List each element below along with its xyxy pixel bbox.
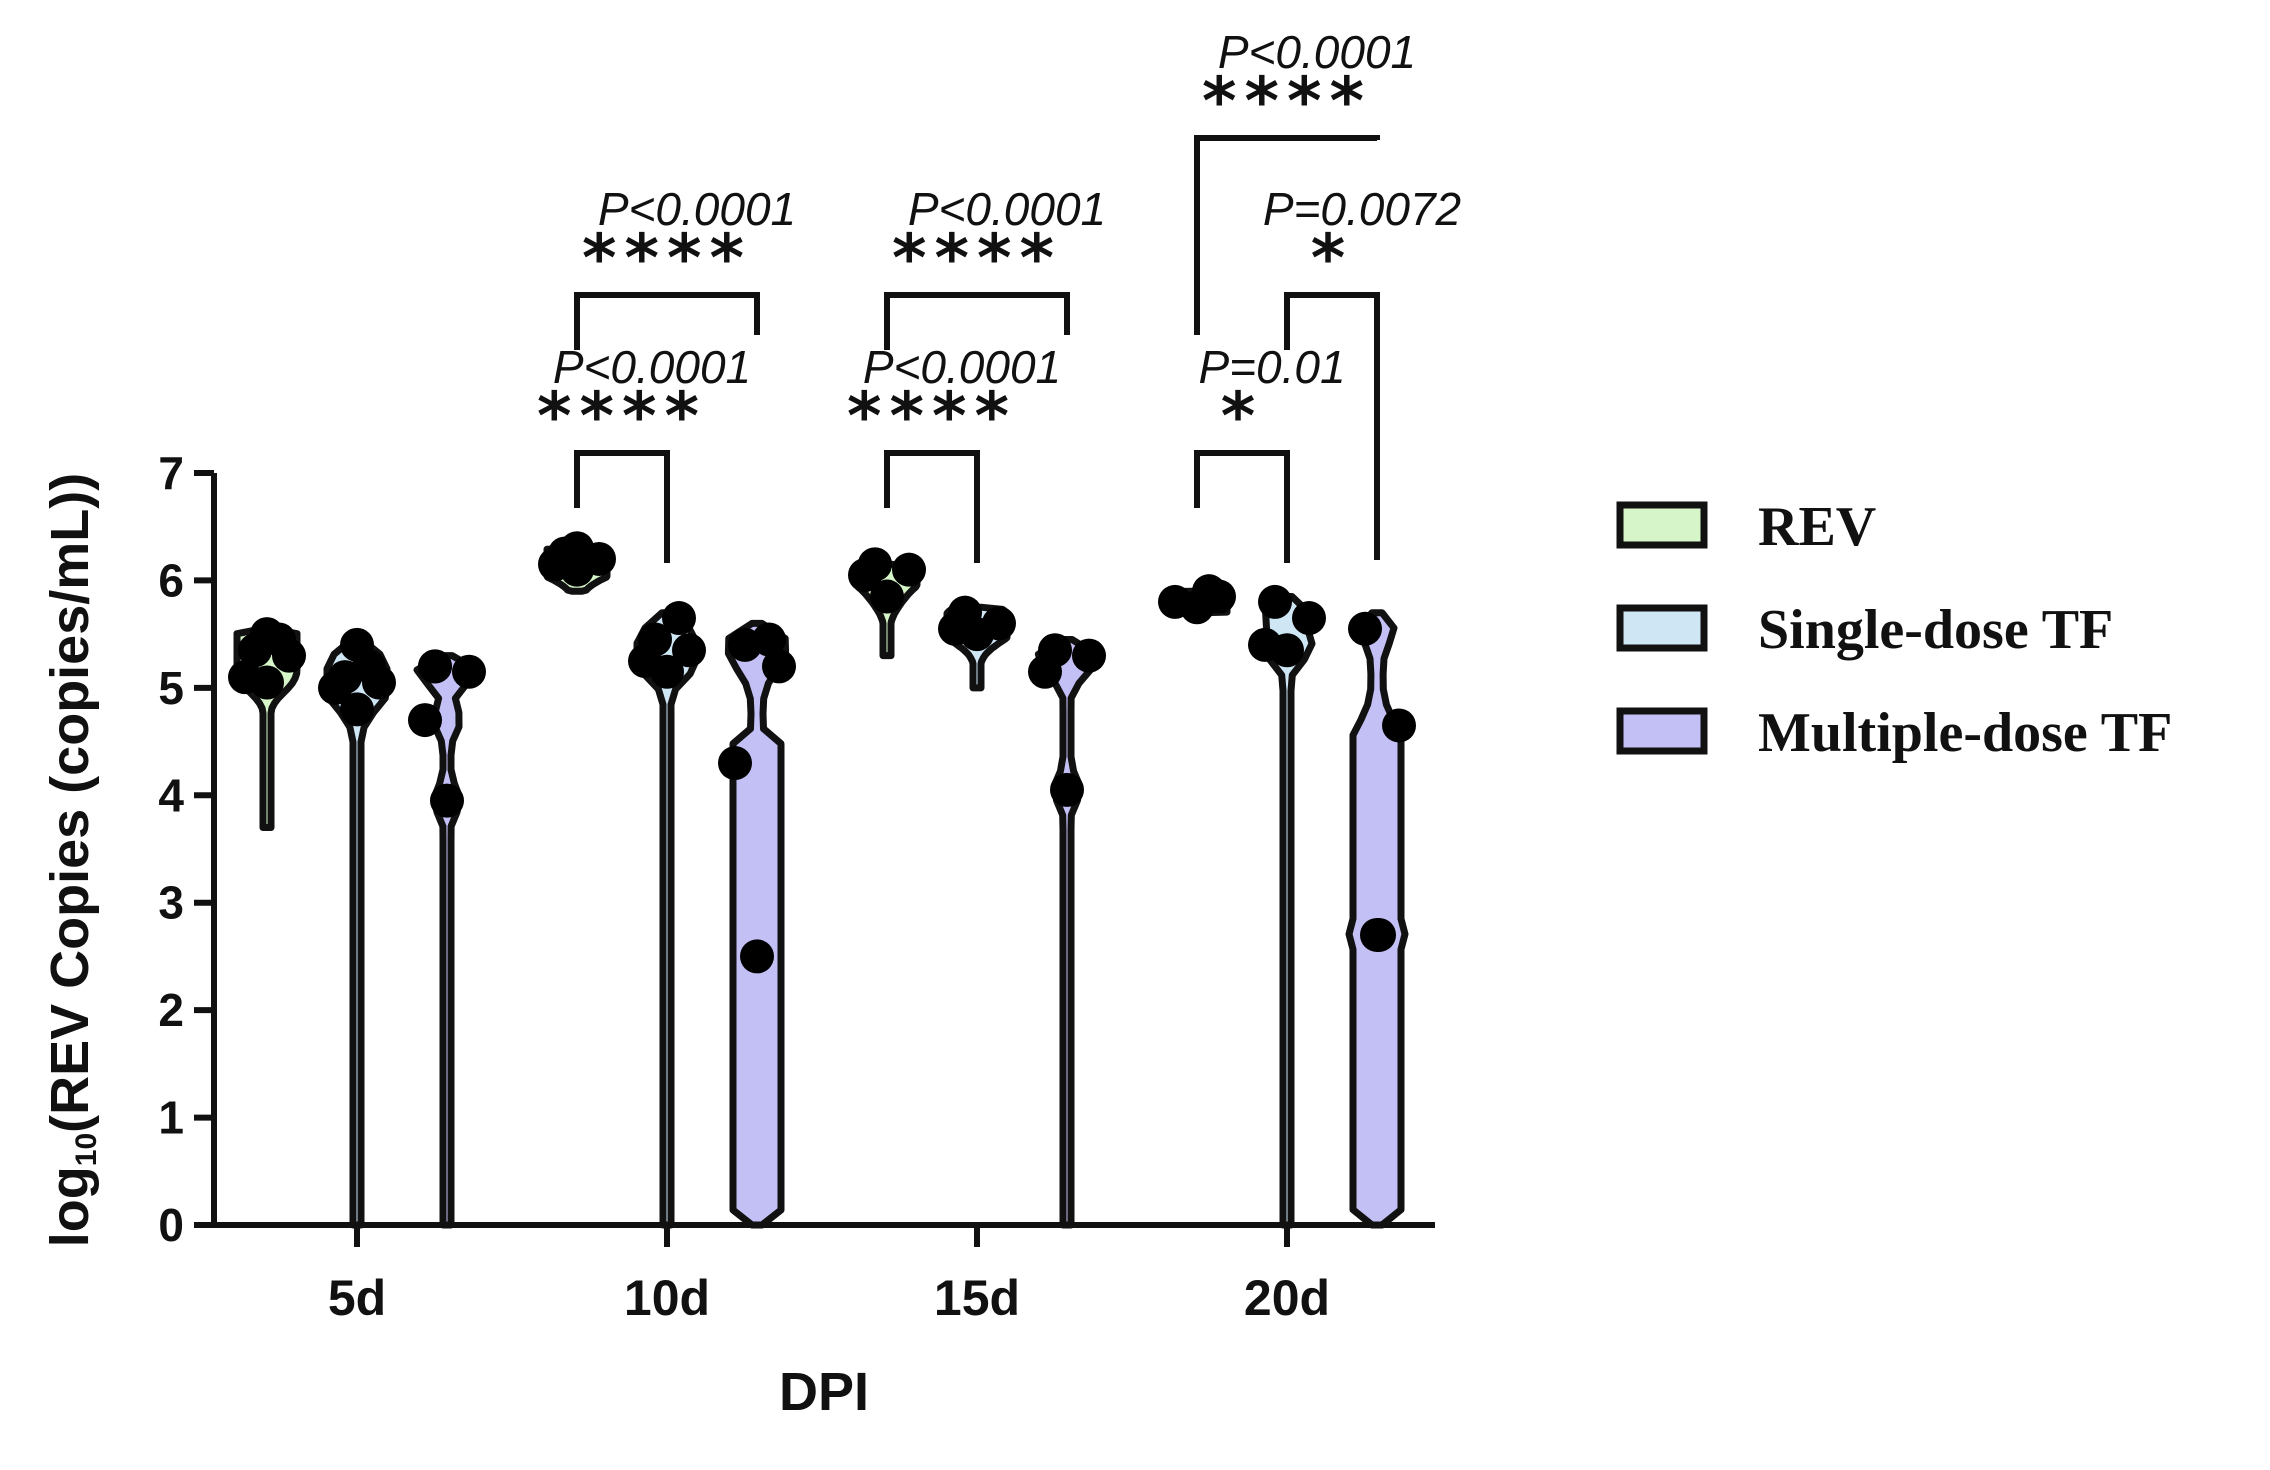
legend-label: Single-dose TF [1758, 599, 2113, 661]
data-point [1072, 638, 1106, 673]
x-tick-label: 15d [934, 1270, 1020, 1326]
y-axis-title-prefix: log [40, 1166, 100, 1247]
significance-stars: * [1221, 378, 1264, 455]
violin [413, 652, 481, 1229]
p-value-label: P<0.0001 [863, 341, 1061, 393]
x-tick-label: 5d [328, 1270, 386, 1326]
y-ticks: 0 1 2 3 4 5 6 7 [158, 447, 214, 1251]
y-tick-label: 3 [158, 877, 184, 929]
y-tick-label: 7 [158, 447, 184, 499]
axes: 0 1 2 3 4 5 6 7 5d 10d 15d 20d log10(REV Copies (c… [40, 447, 1435, 1422]
data-point [408, 703, 442, 738]
comparison-bracket [1194, 450, 1290, 563]
violin [724, 619, 790, 1229]
data-point [672, 633, 706, 668]
data-point [1248, 627, 1282, 662]
data-point [430, 783, 464, 818]
data-point [982, 606, 1016, 641]
legend-label: Multiple-dose TF [1758, 702, 2172, 764]
violin [1034, 636, 1100, 1229]
data-point [870, 579, 904, 614]
data-point [1258, 584, 1292, 619]
significance-stars: **** [847, 378, 1017, 455]
significance-stars: * [1311, 220, 1354, 297]
y-tick-label: 1 [158, 1092, 184, 1144]
y-tick-label: 5 [158, 662, 184, 714]
legend-swatch [1616, 604, 1708, 652]
data-point [762, 649, 796, 684]
y-tick-label: 6 [158, 554, 184, 606]
comparison-bracket [1194, 135, 1380, 335]
data-point [228, 660, 262, 695]
p-value-label: P<0.0001 [553, 341, 751, 393]
y-tick-label: 0 [158, 1199, 184, 1251]
data-point [1362, 917, 1396, 952]
comparison-bracket [1284, 292, 1380, 560]
x-tick-label: 20d [1244, 1270, 1330, 1326]
comparison-bracket [884, 292, 1070, 350]
data-point [452, 654, 486, 689]
p-value-label: P<0.0001 [1218, 26, 1416, 78]
x-ticks: 5d 10d 15d 20d [328, 1225, 1330, 1326]
legend: REV Single-dose TF Multiple-dose TF [1616, 496, 2172, 764]
data-point [1050, 772, 1084, 807]
p-value-label: P=0.0072 [1263, 183, 1461, 235]
data-point [662, 601, 696, 636]
violin [1258, 593, 1316, 1229]
data-point [1158, 584, 1192, 619]
significance-stars: **** [582, 220, 752, 297]
plot-area [228, 531, 1416, 1229]
data-point [752, 622, 786, 657]
comparison-bracket [884, 450, 980, 563]
data-point [340, 692, 374, 727]
data-point [560, 531, 594, 566]
data-point [1192, 574, 1226, 609]
p-value-label: P<0.0001 [908, 183, 1106, 235]
data-point [1038, 633, 1072, 668]
data-point [718, 746, 752, 781]
significance-brackets: ****P<0.0001****P<0.0001****P<0.0001****… [537, 26, 1461, 563]
y-axis-title-rest: (REV Copies (copies/mL)) [40, 473, 100, 1133]
legend-swatch [1616, 707, 1708, 755]
violin [323, 636, 391, 1229]
data-point [1292, 601, 1326, 636]
data-point [418, 649, 452, 684]
data-point [1348, 611, 1382, 646]
data-point [250, 617, 284, 652]
x-tick-label: 10d [624, 1270, 710, 1326]
p-value-label: P<0.0001 [598, 183, 796, 235]
y-tick-label: 4 [158, 769, 184, 821]
y-axis-title: log10(REV Copies (copies/mL)) [40, 473, 103, 1247]
comparison-bracket [574, 450, 670, 563]
y-tick-label: 2 [158, 984, 184, 1036]
data-point [340, 627, 374, 662]
legend-swatch [1616, 501, 1708, 549]
legend-label: REV [1758, 496, 1876, 558]
data-point [892, 552, 926, 587]
data-point [858, 547, 892, 582]
significance-stars: **** [892, 220, 1062, 297]
y-axis-title-subscript: 10 [70, 1133, 103, 1166]
comparison-bracket [574, 292, 760, 350]
violin [633, 609, 701, 1229]
significance-stars: **** [1202, 63, 1372, 140]
significance-stars: **** [537, 378, 707, 455]
p-value-label: P=0.01 [1198, 341, 1345, 393]
data-point [948, 595, 982, 630]
x-axis-title: DPI [779, 1362, 869, 1422]
data-point [1382, 708, 1416, 743]
data-point [740, 939, 774, 974]
data-point [638, 622, 672, 657]
